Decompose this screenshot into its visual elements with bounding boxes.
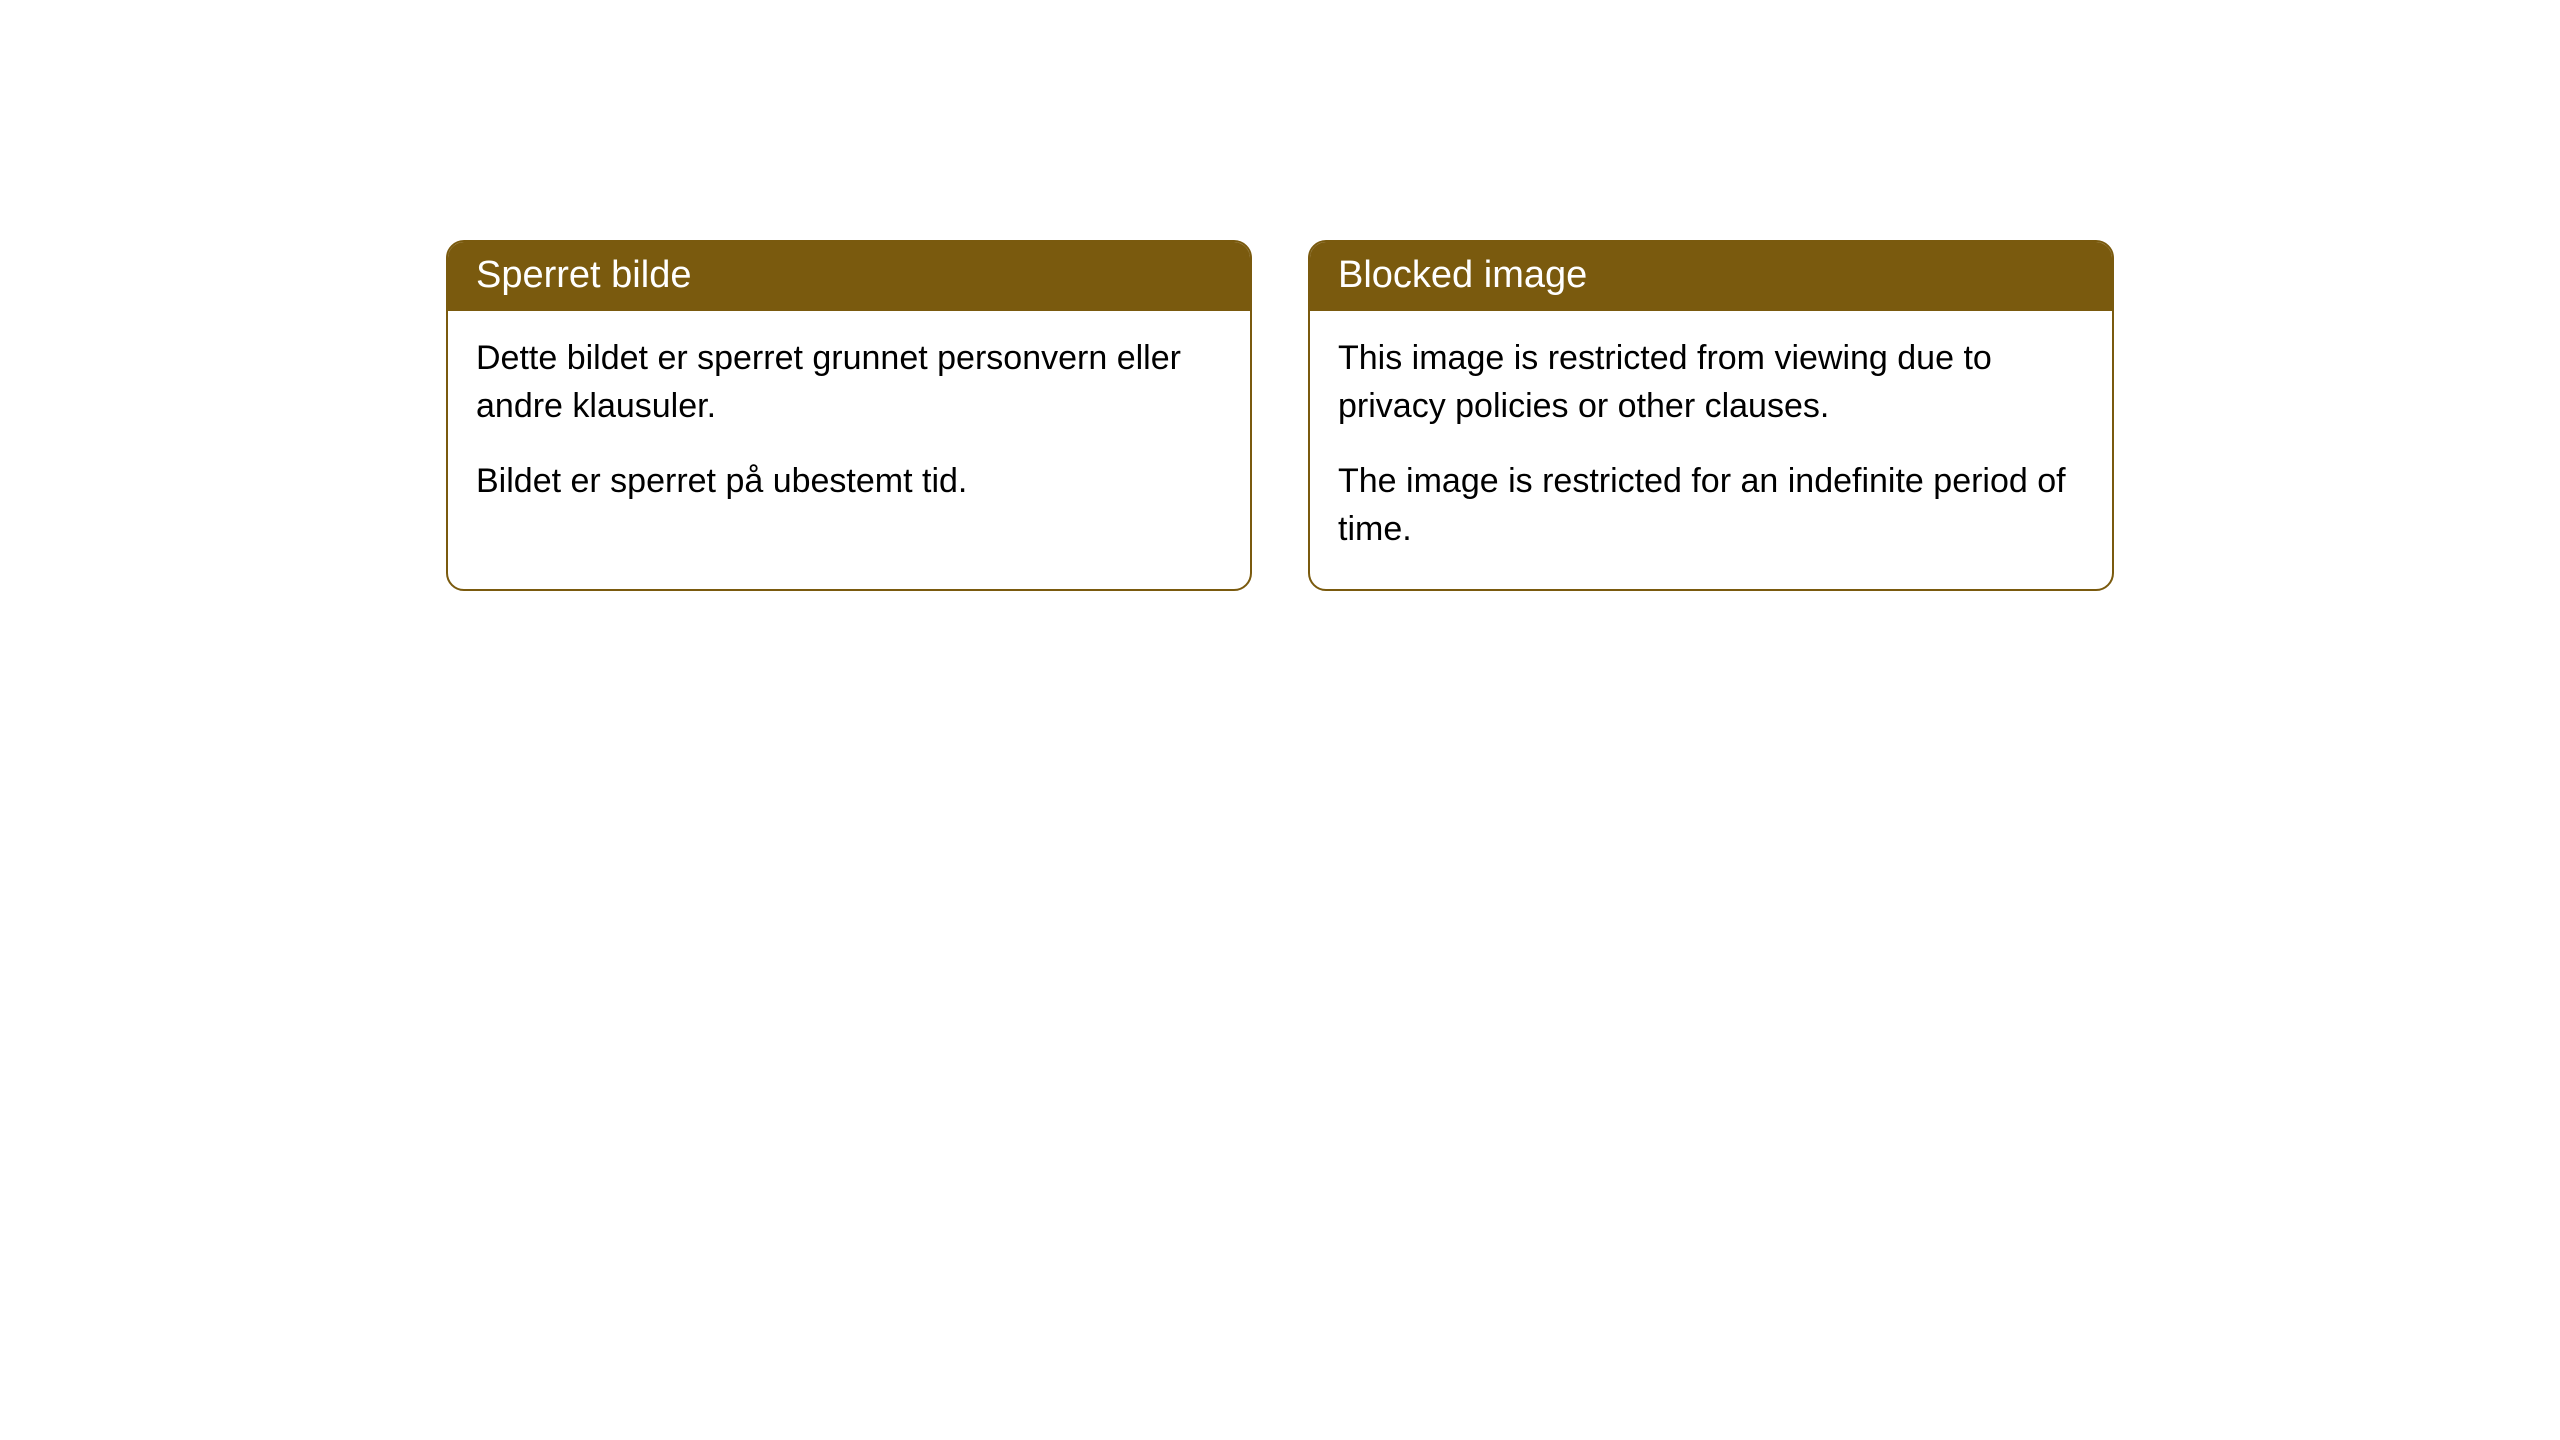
card-english: Blocked image This image is restricted f… — [1308, 240, 2114, 591]
card-paragraph: Dette bildet er sperret grunnet personve… — [476, 335, 1222, 430]
card-header-norwegian: Sperret bilde — [448, 242, 1250, 311]
card-body-english: This image is restricted from viewing du… — [1310, 311, 2112, 589]
card-norwegian: Sperret bilde Dette bildet er sperret gr… — [446, 240, 1252, 591]
card-header-english: Blocked image — [1310, 242, 2112, 311]
card-paragraph: Bildet er sperret på ubestemt tid. — [476, 458, 1222, 506]
card-paragraph: The image is restricted for an indefinit… — [1338, 458, 2084, 553]
card-paragraph: This image is restricted from viewing du… — [1338, 335, 2084, 430]
cards-container: Sperret bilde Dette bildet er sperret gr… — [0, 240, 2560, 591]
card-body-norwegian: Dette bildet er sperret grunnet personve… — [448, 311, 1250, 542]
